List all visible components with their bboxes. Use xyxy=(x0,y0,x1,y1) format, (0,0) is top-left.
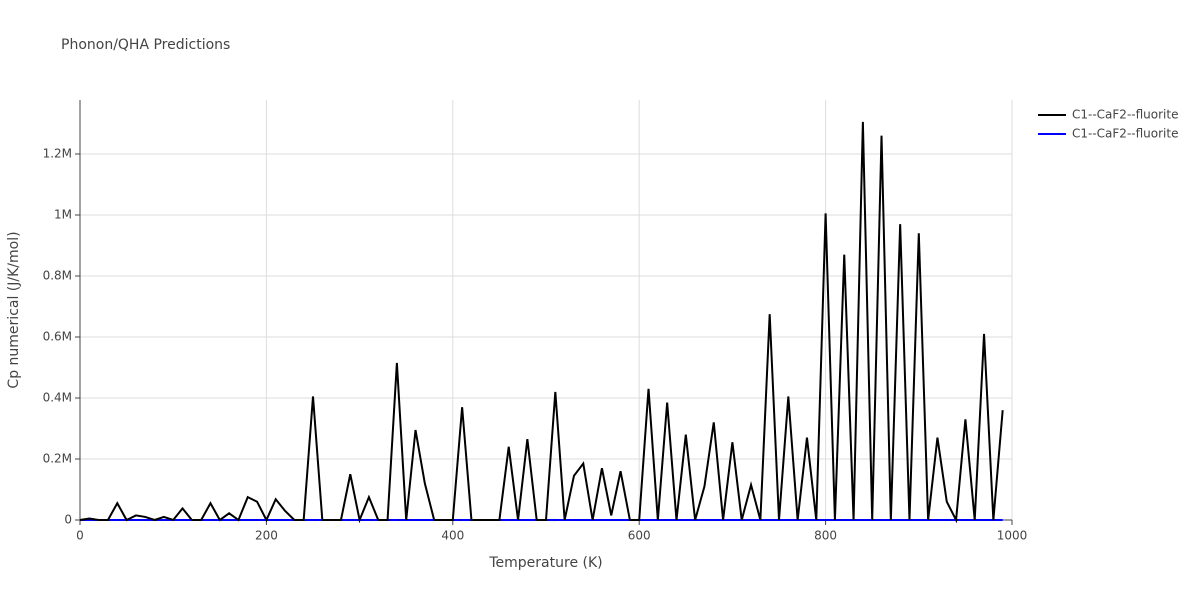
x-tick-label: 200 xyxy=(255,529,278,543)
y-tick-label: 1.2M xyxy=(43,146,72,160)
x-axis-label: Temperature (K) xyxy=(488,555,602,571)
y-tick-label: 0.8M xyxy=(43,268,72,282)
x-tick-label: 800 xyxy=(814,529,837,543)
series-line xyxy=(79,121,1004,524)
y-tick-label: 0.6M xyxy=(43,329,72,343)
x-tick-label: 0 xyxy=(76,529,84,543)
y-tick-label: 1M xyxy=(54,207,72,221)
legend-label: C1--CaF2--fluorite xyxy=(1072,127,1178,141)
y-axis-label: Cp numerical (J/K/mol) xyxy=(6,231,22,388)
chart-title: Phonon/QHA Predictions xyxy=(61,37,230,53)
y-tick-label: 0.2M xyxy=(43,451,72,465)
y-tick-label: 0 xyxy=(64,513,72,527)
x-tick-label: 600 xyxy=(628,529,651,543)
y-tick-label: 0.4M xyxy=(43,390,72,404)
legend-label: C1--CaF2--fluorite xyxy=(1072,108,1178,122)
x-tick-label: 400 xyxy=(441,529,464,543)
x-tick-label: 1000 xyxy=(997,529,1028,543)
